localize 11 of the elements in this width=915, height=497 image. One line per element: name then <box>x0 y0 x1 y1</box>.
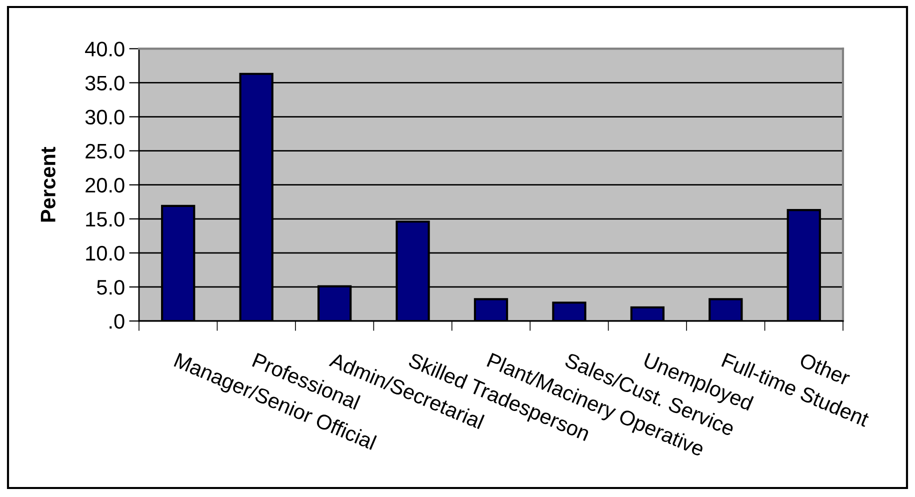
y-tick-label: 30.0 <box>85 110 124 125</box>
y-tick-label: 40.0 <box>85 42 124 56</box>
y-tick-label: 25.0 <box>86 144 124 159</box>
y-tick-label: 20.0 <box>86 178 124 193</box>
y-tick-label: 15.0 <box>86 212 124 227</box>
y-tick-label: 10.0 <box>86 246 124 261</box>
y-axis-title: Percent <box>40 146 56 222</box>
y-tick-label: 5.0 <box>96 280 124 295</box>
y-tick-label: .0 <box>110 314 124 329</box>
x-tick-label: Other <box>798 352 852 386</box>
y-tick-label: 35.0 <box>85 76 124 90</box>
